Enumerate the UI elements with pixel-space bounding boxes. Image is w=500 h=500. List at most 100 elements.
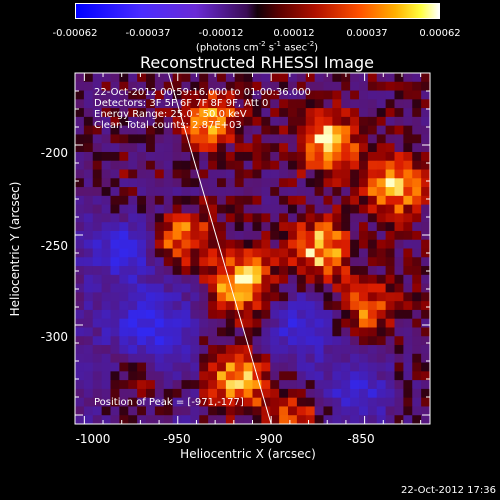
heatmap-cell [367, 345, 378, 355]
heatmap-cell [296, 116, 307, 127]
heatmap-cell [323, 169, 333, 179]
heatmap-cell [296, 283, 307, 293]
heatmap-cell [234, 99, 245, 109]
heatmap-cell [199, 327, 209, 337]
x-tick-label: -850 [347, 432, 375, 446]
heatmap-cell [83, 90, 94, 100]
heatmap-cell [305, 274, 316, 285]
heatmap-cell [234, 222, 245, 232]
heatmap-cell [376, 73, 387, 83]
heatmap-cell [359, 99, 369, 109]
heatmap-cell [359, 309, 369, 320]
heatmap-cell [296, 239, 307, 249]
heatmap-cell [128, 327, 138, 337]
heatmap-cell [199, 204, 209, 214]
annotation-time-range: 22-Oct-2012 00:59:16.000 to 01:00:36.000 [94, 87, 311, 98]
heatmap-cell [101, 169, 112, 179]
heatmap-cell [92, 274, 103, 285]
heatmap-cell [412, 257, 422, 267]
heatmap-cell [154, 108, 165, 118]
heatmap-cell [385, 99, 396, 109]
heatmap-cell [314, 362, 325, 372]
heatmap-cell [394, 151, 404, 162]
heatmap-cell [181, 169, 191, 179]
heatmap-cell [137, 204, 147, 214]
heatmap-cell [421, 73, 431, 83]
heatmap-cell [190, 143, 200, 153]
heatmap-cell [75, 257, 85, 267]
heatmap-cell [163, 134, 174, 144]
heatmap-cell [261, 248, 271, 258]
heatmap-cell [270, 178, 280, 188]
x-axis-label: Heliocentric X (arcsec) [180, 447, 316, 461]
heatmap-cell [270, 134, 280, 144]
heatmap-cell [288, 160, 298, 171]
heatmap-cell [181, 178, 191, 188]
heatmap-cell [252, 353, 262, 364]
heatmap-cell [332, 81, 342, 92]
heatmap-cell [208, 248, 218, 258]
heatmap-cell [225, 336, 236, 346]
heatmap-cell [261, 73, 271, 83]
heatmap-cell [217, 266, 227, 276]
heatmap-cell [110, 327, 120, 337]
heatmap-cell [359, 160, 369, 171]
heatmap-cell [137, 151, 147, 162]
heatmap-cell [412, 327, 422, 337]
heatmap-cell [75, 397, 85, 407]
heatmap-cell [119, 327, 129, 337]
heatmap-cell [323, 406, 333, 416]
heatmap-cell [190, 204, 200, 214]
heatmap-cell [403, 204, 413, 214]
heatmap-cell [252, 160, 262, 171]
heatmap-cell [92, 415, 103, 425]
heatmap-cell [225, 292, 236, 302]
heatmap-cell [341, 336, 351, 346]
heatmap-cell [190, 353, 200, 364]
heatmap-cell [199, 274, 209, 285]
heatmap-cell [217, 160, 227, 171]
heatmap-cell [350, 327, 360, 337]
heatmap-cell [181, 222, 191, 232]
heatmap-cell [288, 397, 298, 407]
heatmap-cell [323, 380, 333, 390]
heatmap-cell [243, 134, 254, 144]
heatmap-cell [199, 406, 209, 416]
heatmap-cell [83, 397, 94, 407]
heatmap-cell [146, 397, 156, 407]
heatmap-cell [199, 222, 209, 232]
heatmap-cell [323, 345, 333, 355]
heatmap-cell [146, 266, 156, 276]
heatmap-cell [208, 204, 218, 214]
heatmap-cell [341, 90, 351, 100]
heatmap-cell [394, 309, 404, 320]
heatmap-cell [217, 353, 227, 364]
heatmap-cell [296, 99, 307, 109]
heatmap-cell [296, 222, 307, 232]
heatmap-cell [323, 143, 333, 153]
heatmap-cell [341, 204, 351, 214]
heatmap-cell [367, 230, 378, 241]
heatmap-cell [261, 266, 271, 276]
heatmap-cell [154, 81, 165, 92]
heatmap-cell [261, 257, 271, 267]
heatmap-cell [261, 239, 271, 249]
heatmap-cell [163, 187, 174, 197]
heatmap-cell [341, 388, 351, 399]
heatmap-cell [208, 230, 218, 241]
heatmap-cell [75, 160, 85, 171]
heatmap-cell [270, 160, 280, 171]
heatmap-cell [110, 380, 120, 390]
heatmap-cell [367, 274, 378, 285]
heatmap-cell [252, 108, 262, 118]
heatmap-cell [110, 143, 120, 153]
heatmap-cell [234, 257, 245, 267]
heatmap-cell [314, 108, 325, 118]
heatmap-cell [323, 213, 333, 223]
heatmap-cell [270, 362, 280, 372]
heatmap-cell [359, 151, 369, 162]
heatmap-cell [92, 187, 103, 197]
heatmap-cell [359, 257, 369, 267]
heatmap-cell [154, 239, 165, 249]
heatmap-cell [172, 187, 183, 197]
